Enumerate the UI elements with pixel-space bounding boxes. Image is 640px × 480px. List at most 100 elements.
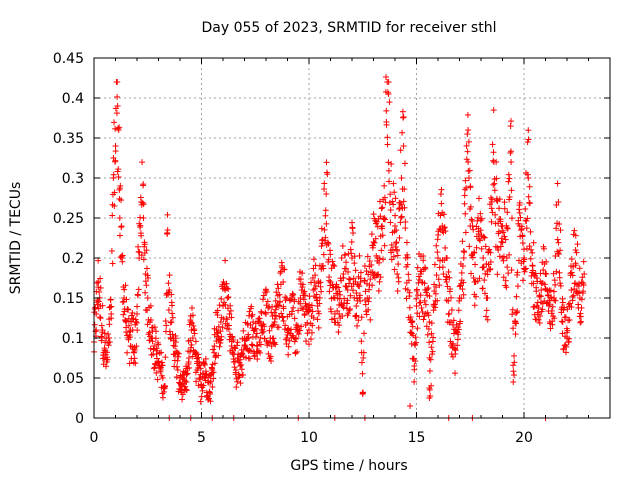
data-point <box>427 356 434 363</box>
data-point <box>417 299 424 306</box>
data-point <box>260 292 267 299</box>
data-point <box>353 303 360 309</box>
data-point <box>385 159 392 166</box>
data-point <box>543 258 550 265</box>
data-point <box>350 275 357 282</box>
data-point <box>378 247 385 254</box>
data-point <box>487 249 494 256</box>
data-point <box>207 398 214 405</box>
data-point <box>257 334 264 341</box>
data-point <box>250 319 257 325</box>
data-point <box>277 298 284 305</box>
data-point <box>490 107 497 114</box>
data-point <box>400 113 407 120</box>
data-point <box>452 370 459 377</box>
data-point <box>273 289 280 296</box>
data-point <box>486 246 493 253</box>
data-point <box>464 131 471 138</box>
data-point <box>111 189 118 196</box>
data-point <box>334 307 341 314</box>
data-point <box>234 342 241 349</box>
data-point <box>210 375 217 382</box>
data-point <box>525 193 532 200</box>
data-point <box>109 260 116 267</box>
data-point <box>401 186 408 193</box>
data-point <box>483 307 490 314</box>
data-point <box>547 287 554 294</box>
data-point <box>414 310 421 317</box>
data-point <box>579 274 586 281</box>
data-point <box>144 295 151 301</box>
data-point <box>570 292 577 299</box>
y-tick-label: 0.35 <box>53 131 84 147</box>
data-point <box>322 212 329 219</box>
data-point <box>364 253 371 260</box>
data-point <box>501 233 508 240</box>
data-point <box>258 327 265 333</box>
data-point <box>195 354 202 361</box>
data-point <box>580 282 587 289</box>
data-point <box>303 338 310 345</box>
data-point <box>404 287 411 293</box>
data-point <box>470 226 477 233</box>
data-point <box>155 341 162 348</box>
data-point <box>345 268 352 275</box>
data-point <box>419 308 426 315</box>
data-point <box>366 258 373 265</box>
data-point <box>252 325 259 332</box>
data-point <box>215 352 222 359</box>
y-tick-label: 0.1 <box>62 331 84 347</box>
data-point <box>272 341 279 348</box>
data-point <box>285 343 292 350</box>
data-point <box>207 372 214 379</box>
data-point <box>251 352 258 359</box>
data-point <box>140 215 147 221</box>
data-point <box>233 384 240 391</box>
data-point <box>224 316 231 323</box>
data-point <box>373 218 380 225</box>
data-point <box>418 305 425 312</box>
data-point <box>158 349 165 356</box>
data-point <box>361 263 368 269</box>
data-point <box>189 312 196 319</box>
data-point <box>417 271 424 277</box>
data-point <box>390 201 397 208</box>
data-point <box>330 261 337 268</box>
data-point <box>533 288 540 295</box>
data-point <box>204 394 211 401</box>
data-point <box>284 327 291 333</box>
data-point <box>137 222 144 229</box>
data-point <box>339 243 346 250</box>
data-point <box>461 249 468 256</box>
data-point <box>553 225 560 232</box>
data-point <box>347 292 354 299</box>
chart-title: Day 055 of 2023, SRMTID for receiver sth… <box>202 20 497 36</box>
data-point <box>105 342 112 349</box>
data-point <box>112 143 119 149</box>
data-point <box>216 343 223 350</box>
data-point <box>336 322 343 329</box>
data-point <box>375 287 382 294</box>
data-point <box>430 334 437 341</box>
data-point <box>379 204 386 211</box>
data-point <box>317 283 324 290</box>
data-point <box>218 295 225 302</box>
data-point <box>285 351 292 358</box>
data-point <box>278 310 285 317</box>
data-point <box>352 267 359 274</box>
data-point <box>230 359 237 365</box>
data-point <box>97 284 104 291</box>
data-point <box>398 213 405 220</box>
data-point <box>413 339 420 346</box>
data-point <box>460 255 467 261</box>
axis-ticks <box>93 57 610 419</box>
data-point <box>318 288 325 295</box>
data-point <box>267 335 274 341</box>
data-point <box>124 349 131 356</box>
data-point <box>177 386 184 393</box>
data-point <box>131 355 138 362</box>
data-point <box>400 143 407 149</box>
data-point <box>512 331 519 338</box>
data-point <box>326 288 333 295</box>
data-point <box>333 281 340 288</box>
